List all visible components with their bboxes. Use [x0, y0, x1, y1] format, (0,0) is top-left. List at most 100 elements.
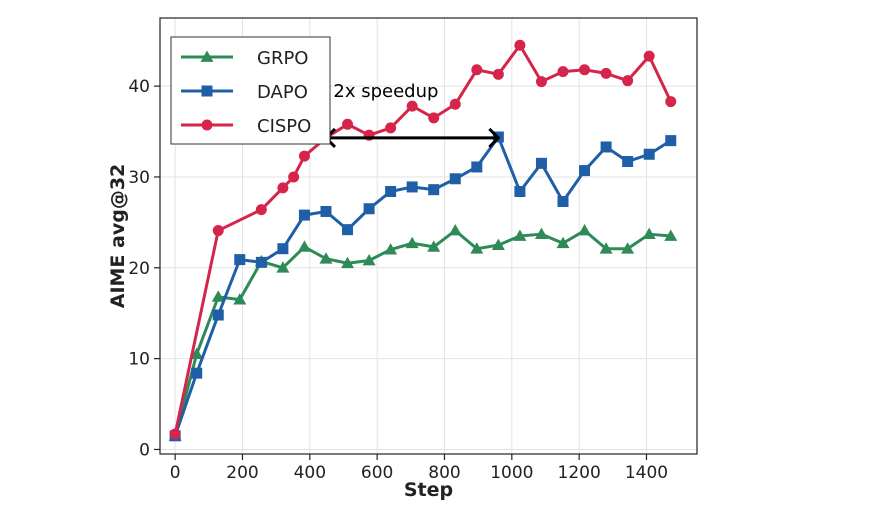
cispo-point	[288, 171, 300, 183]
y-tick-label: 20	[128, 259, 150, 279]
grpo-point	[664, 229, 678, 241]
plot-frame	[159, 17, 698, 455]
cispo-point	[643, 50, 655, 62]
grpo-point	[211, 290, 225, 302]
dapo-point	[342, 224, 354, 236]
y-axis-label: AIME avg@32	[107, 164, 129, 309]
grpo-point	[276, 261, 290, 273]
series-layer	[168, 39, 678, 442]
grpo-point	[297, 240, 311, 252]
grpo-point	[319, 252, 333, 264]
grpo-point	[405, 236, 419, 249]
y-tick-label: 30	[128, 168, 150, 188]
x-tick-label: 600	[361, 463, 393, 483]
cispo-point	[514, 39, 526, 51]
y-tick-label: 40	[128, 77, 150, 97]
legend-item-cispo: CISPO	[181, 116, 311, 137]
dapo-point	[665, 135, 677, 147]
cispo-point	[255, 204, 267, 216]
dapo-point	[643, 148, 655, 160]
legend-marker-cispo	[201, 119, 213, 131]
cispo-point	[212, 225, 224, 237]
grpo-point	[599, 242, 613, 254]
grpo-point	[491, 238, 505, 250]
grpo-point	[233, 293, 247, 305]
grpo-point	[341, 256, 355, 269]
dapo-point	[406, 181, 418, 193]
cispo-point	[600, 67, 612, 79]
x-tick-label: 1400	[625, 463, 668, 483]
cispo-point	[492, 68, 504, 80]
dapo-point	[535, 157, 547, 169]
legend-item-dapo: DAPO	[181, 82, 308, 103]
x-tick-label: 800	[428, 463, 460, 483]
grpo-point	[427, 240, 441, 252]
dapo-point	[298, 209, 310, 221]
legend-marker-grpo	[200, 50, 214, 62]
grpo-point	[513, 229, 527, 241]
y-tick-label: 0	[139, 440, 150, 460]
series-cispo	[169, 39, 677, 440]
dapo-point	[191, 367, 203, 379]
dapo-point	[600, 141, 612, 153]
grpo-point	[448, 224, 462, 236]
grpo-point	[642, 227, 656, 240]
dapo-point	[471, 161, 483, 173]
legend-marker-dapo	[201, 85, 213, 97]
x-tick-label: 1000	[490, 463, 533, 483]
x-tick-label: 0	[170, 463, 181, 483]
grpo-point	[384, 243, 398, 255]
cispo-point	[579, 64, 591, 76]
dapo-point	[234, 254, 246, 266]
grpo-point	[621, 242, 635, 254]
cispo-point	[342, 118, 354, 130]
cispo-point	[277, 182, 289, 194]
dapo-point	[449, 173, 461, 185]
speedup-annotation: 2x speedup	[333, 81, 438, 102]
grpo-point	[556, 236, 570, 249]
dapo-point	[320, 205, 332, 217]
legend-item-grpo: GRPO	[181, 48, 308, 69]
dapo-line	[173, 135, 672, 437]
y-tick-label: 10	[128, 350, 150, 370]
dapo-point	[255, 256, 267, 268]
x-tick-label: 200	[226, 463, 258, 483]
cispo-point	[557, 66, 569, 78]
dapo-point	[579, 165, 591, 177]
legend-label-cispo: CISPO	[257, 116, 311, 137]
grpo-point	[362, 254, 376, 266]
cispo-point	[298, 150, 310, 162]
dapo-point	[363, 203, 375, 215]
dapo-point	[622, 156, 634, 168]
dapo-point	[277, 243, 289, 255]
cispo-point	[471, 64, 483, 76]
dapo-point	[385, 185, 397, 197]
cispo-point	[385, 122, 397, 134]
x-tick-label: 1200	[558, 463, 601, 483]
series-dapo	[169, 131, 677, 442]
cispo-point	[428, 112, 440, 124]
dapo-point	[514, 185, 526, 197]
grpo-point	[534, 227, 548, 240]
grpo-point	[578, 224, 592, 236]
speedup-arrow-head-right	[488, 127, 501, 148]
annotation: 2x speedup	[323, 81, 501, 148]
legend-label-grpo: GRPO	[257, 48, 308, 69]
cispo-point	[535, 76, 547, 88]
grpo-point	[470, 242, 484, 254]
cispo-point	[406, 100, 418, 112]
cispo-point	[169, 428, 181, 440]
cispo-point	[665, 96, 677, 108]
dapo-point	[428, 184, 440, 196]
axis-ticks: 0 200 400 600 800 1000 1200 1400 0 10 20 30 40	[128, 77, 668, 483]
cispo-point	[449, 98, 461, 110]
dapo-point	[212, 309, 224, 321]
legend: GRPO DAPO CISPO	[170, 36, 331, 145]
legend-label-dapo: DAPO	[257, 82, 308, 103]
x-tick-label: 400	[294, 463, 326, 483]
grpo-point	[190, 347, 204, 359]
dapo-point	[557, 195, 569, 207]
x-axis-label: Step	[404, 479, 453, 501]
cispo-point	[622, 75, 634, 87]
